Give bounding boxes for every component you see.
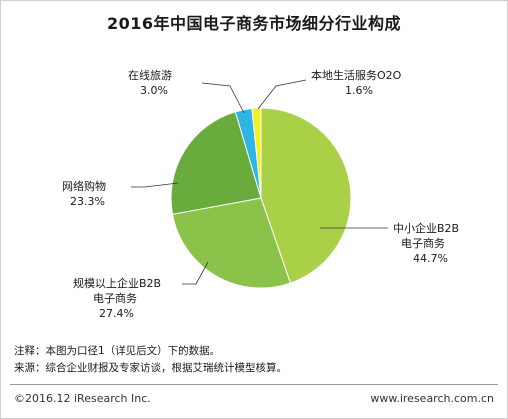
pie-slice-2 [171,197,292,289]
slice-label-line: 中小企业B2B [393,222,460,235]
pie-slice-1 [260,107,352,284]
pie-slice-5 [251,107,262,199]
chart-title: 2016年中国电子商务市场细分行业构成 [106,14,402,33]
slice-value-label: 27.4% [99,307,134,320]
note-source: 来源：综合企业财报及专家访谈，根据艾瑞统计模型核算。 [14,362,287,374]
leader-line-2 [182,261,209,285]
slice-label-line: 网络购物 [62,180,106,193]
leader-line-4 [201,82,245,114]
slice-value-label: 23.3% [70,195,105,208]
leader-line-3 [131,182,179,188]
slice-value-label: 1.6% [345,84,373,97]
pie-slice-3 [170,111,262,215]
slice-label-4: 在线旅游 3.0% [128,68,172,98]
slice-label-line: 规模以上企业B2B [73,277,162,290]
slice-label-2: 规模以上企业B2B 电子商务 27.4% [73,276,161,321]
slice-label-1: 中小企业B2B 电子商务 44.7% [393,221,459,266]
website-url: www.iresearch.com.cn [370,392,494,405]
slice-label-line: 电子商务 [401,237,445,250]
slice-label-line: 在线旅游 [128,69,172,82]
leader-line-5 [257,79,307,110]
slice-label-3: 网络购物 23.3% [62,179,106,209]
copyright-text: ©2016.12 iResearch Inc. [14,392,151,405]
slice-label-5: 本地生活服务O2O 1.6% [311,68,401,98]
slice-label-line: 本地生活服务O2O [311,69,402,82]
footer-divider [10,384,498,385]
note-caliber: 注释：本图为口径1（详见后文）下的数据。 [14,345,221,357]
slice-value-label: 44.7% [413,252,448,265]
slice-label-line: 电子商务 [93,292,137,305]
chart-notes: 注释：本图为口径1（详见后文）下的数据。 来源：综合企业财报及专家访谈，根据艾瑞… [14,343,287,377]
slice-value-label: 3.0% [140,84,168,97]
